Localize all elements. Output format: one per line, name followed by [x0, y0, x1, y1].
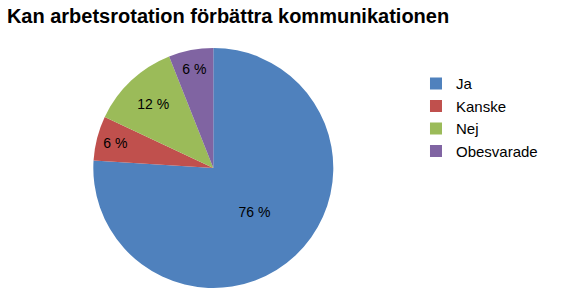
svg-text:Kanske: Kanske	[456, 98, 506, 115]
svg-text:6 %: 6 %	[182, 61, 206, 77]
svg-text:Ja: Ja	[456, 75, 473, 92]
svg-text:Obesvarade: Obesvarade	[456, 143, 538, 160]
svg-text:76 %: 76 %	[238, 204, 270, 220]
svg-text:12 %: 12 %	[137, 96, 169, 112]
svg-text:Kan arbetsrotation förbättra k: Kan arbetsrotation förbättra kommunikati…	[7, 5, 449, 27]
svg-text:6 %: 6 %	[103, 135, 127, 151]
svg-text:Nej: Nej	[456, 120, 479, 137]
